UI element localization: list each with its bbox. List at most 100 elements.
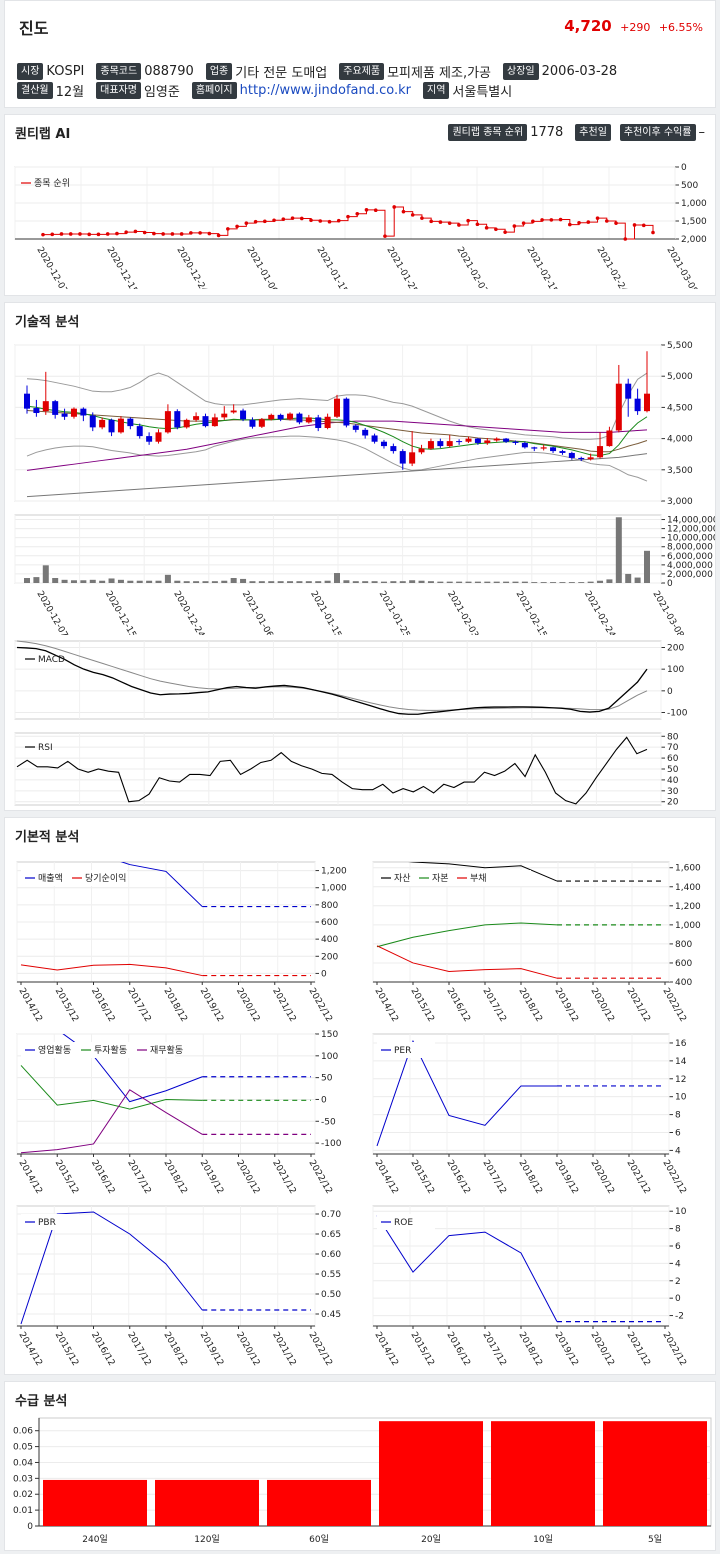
rank-point: [614, 221, 618, 225]
per-y-tick-label: 10: [675, 1093, 687, 1103]
price-candle: [146, 436, 153, 442]
region-badge: 지역: [423, 81, 450, 99]
code-badge: 종목코드: [96, 62, 142, 80]
fundamental-section: 기본적 분석 0 200 400 600 800 1,000 1,200 2014/12 201…: [4, 817, 716, 1375]
macd-y-tick-label: -100: [667, 709, 688, 719]
rank-point: [447, 221, 452, 225]
pbr-y-tick-label: 0.60: [321, 1250, 341, 1260]
supply-x-tick-label: 20일: [421, 1534, 441, 1545]
cashflow-y-tick-label: 150: [321, 1030, 338, 1040]
price-candle: [531, 447, 538, 449]
rsi-y-tick-label: 70: [667, 743, 679, 753]
rank-point: [133, 229, 138, 234]
rank-point: [318, 219, 323, 223]
price-candle: [352, 425, 359, 430]
rsi-legend-label: RSI: [38, 743, 53, 753]
pbr-y-tick-label: 0.65: [321, 1230, 341, 1240]
rsi-y-tick-label: 30: [667, 787, 679, 797]
cashflow-series-line: [20, 1065, 203, 1110]
rank-point: [152, 231, 156, 236]
price-candle: [277, 414, 284, 420]
income-x-tick-label: 2022/12: [306, 987, 333, 1024]
pbr-x-tick-label: 2015/12: [53, 1331, 80, 1368]
price-y-tick-label: 4,500: [667, 403, 693, 413]
income-x-tick-label: 2020/12: [234, 987, 261, 1024]
per-x-tick-label: 2017/12: [480, 1159, 507, 1196]
price-chart: 3,000 3,500 4,000 4,500 5,000 5,500: [14, 341, 693, 507]
volume-bar: [33, 577, 40, 583]
rank-point: [420, 216, 424, 220]
per-x-tick-label: 2018/12: [516, 1159, 543, 1196]
rank-point: [410, 213, 415, 217]
return-value: –: [698, 124, 706, 140]
volume-bar: [512, 581, 519, 583]
sector-value: 기타 전문 도매업: [235, 65, 328, 81]
per-x-tick-label: 2015/12: [408, 1159, 435, 1196]
supply-bar: [155, 1479, 259, 1526]
homepage-link[interactable]: http://www.jindofand.co.kr: [239, 82, 412, 98]
roe-y-tick-label: -2: [675, 1312, 684, 1322]
income-x-tick-label: 2021/12: [270, 987, 297, 1024]
balance-x-tick-label: 2019/12: [552, 987, 579, 1024]
price-candle: [127, 418, 134, 427]
supply-title: 수급 분석: [15, 1393, 68, 1409]
rank-point: [216, 233, 221, 238]
income-legend-label: 매출액: [38, 872, 63, 884]
income-series-line: [20, 963, 203, 977]
per-y-tick-label: 14: [675, 1057, 687, 1067]
rank-point: [309, 218, 313, 223]
rank-point: [87, 232, 92, 237]
rank-point: [568, 222, 572, 227]
volume-bar: [615, 517, 622, 583]
balance-y-tick-label: 1,600: [675, 864, 701, 874]
price-candle: [136, 426, 143, 437]
macd-line: [16, 646, 648, 715]
price-candle: [193, 416, 200, 420]
per-y-tick-label: 16: [675, 1039, 687, 1049]
pbr-y-tick-label: 0.70: [321, 1210, 341, 1220]
rank-point: [235, 224, 239, 229]
price-candle: [117, 418, 124, 433]
rank-point: [531, 219, 535, 224]
roe-x-tick-label: 2018/12: [516, 1331, 543, 1368]
pbr-x-tick-label: 2022/12: [306, 1331, 333, 1368]
price-candle: [465, 438, 472, 442]
price-candle: [409, 452, 416, 464]
rank-point: [383, 234, 387, 238]
volume-bar: [644, 550, 650, 583]
balance-x-tick-label: 2021/12: [624, 987, 651, 1024]
volume-bar: [268, 581, 275, 583]
rank-point: [336, 218, 341, 223]
volume-bar: [70, 580, 77, 583]
volume-x-tick-label: 2021-03-08: [650, 590, 685, 636]
rank-point: [641, 223, 646, 228]
homepage-badge: 홈페이지: [191, 81, 237, 99]
volume-bar: [277, 581, 284, 583]
price-candle: [597, 446, 604, 458]
price-candle: [390, 446, 397, 452]
roe-x-tick-label: 2014/12: [372, 1331, 399, 1368]
roe-y-tick-label: 4: [675, 1259, 681, 1269]
supply-bar: [491, 1421, 595, 1526]
volume-bar: [258, 581, 265, 583]
price-candle: [512, 441, 519, 443]
income-y-tick-label: 600: [321, 918, 338, 928]
price-candle: [474, 438, 481, 443]
volume-bar: [625, 573, 632, 583]
income-x-tick-label: 2015/12: [53, 987, 80, 1024]
return-badge: 추천이후 수익률: [619, 123, 696, 141]
price-y-tick-label: 5,000: [667, 372, 693, 382]
quantilab-section: 퀀티랩 AI 퀀티랩 종목 순위 1778 추천일 추천이후 수익률 – 0 50…: [4, 114, 716, 296]
price-candle: [230, 410, 237, 413]
roe-x-tick-label: 2017/12: [480, 1331, 507, 1368]
volume-y-tick-label: 14,000,000: [667, 516, 715, 526]
income-chart: 0 200 400 600 800 1,000 1,200 2014/12 2015/12 201…: [16, 861, 347, 1024]
rank-point: [226, 227, 230, 231]
volume-bar: [446, 581, 453, 583]
balance-x-tick-label: 2016/12: [444, 987, 471, 1024]
per-series-line: [376, 1039, 557, 1147]
per-x-tick-label: 2016/12: [444, 1159, 471, 1196]
rank-point: [558, 217, 563, 222]
sector-badge: 업종: [205, 62, 233, 80]
rank-point: [253, 219, 258, 224]
